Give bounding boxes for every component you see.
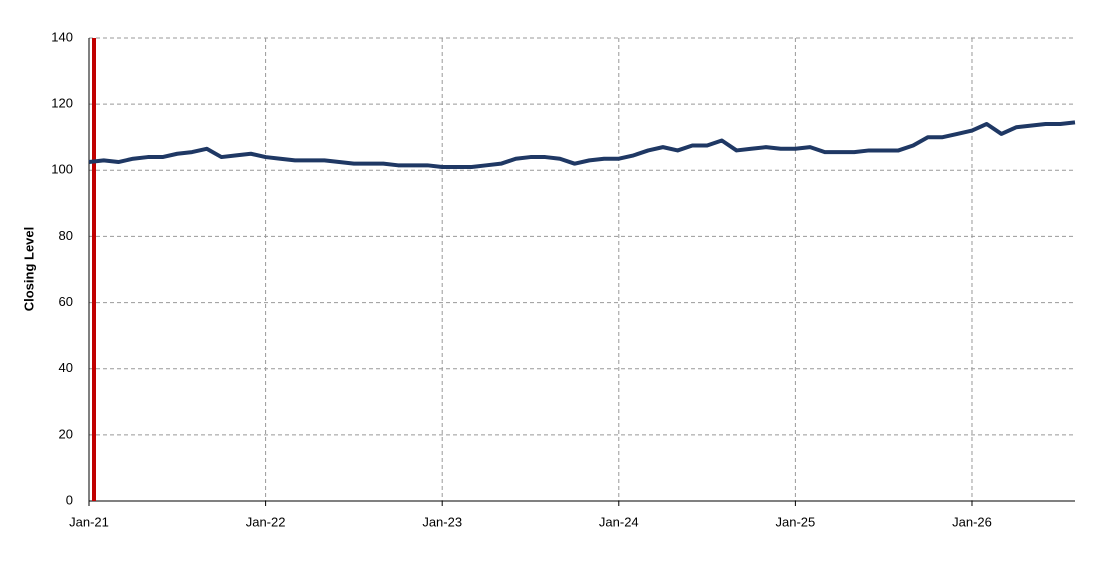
x-tick-label: Jan-24 xyxy=(599,514,639,529)
x-tick-label: Jan-22 xyxy=(246,514,286,529)
y-tick-label: 40 xyxy=(59,360,73,375)
x-tick-label: Jan-23 xyxy=(422,514,462,529)
x-tick-label: Jan-21 xyxy=(69,514,109,529)
y-axis-label: Closing Level xyxy=(21,227,36,312)
y-tick-label: 60 xyxy=(59,294,73,309)
x-tick-label: Jan-25 xyxy=(776,514,816,529)
y-tick-label: 140 xyxy=(51,29,73,44)
y-tick-label: 80 xyxy=(59,228,73,243)
y-tick-label: 0 xyxy=(66,492,73,507)
y-tick-label: 120 xyxy=(51,96,73,111)
y-tick-label: 100 xyxy=(51,162,73,177)
data-line xyxy=(88,120,1076,169)
y-tick-label: 20 xyxy=(59,426,73,441)
x-tick-label: Jan-26 xyxy=(952,514,992,529)
